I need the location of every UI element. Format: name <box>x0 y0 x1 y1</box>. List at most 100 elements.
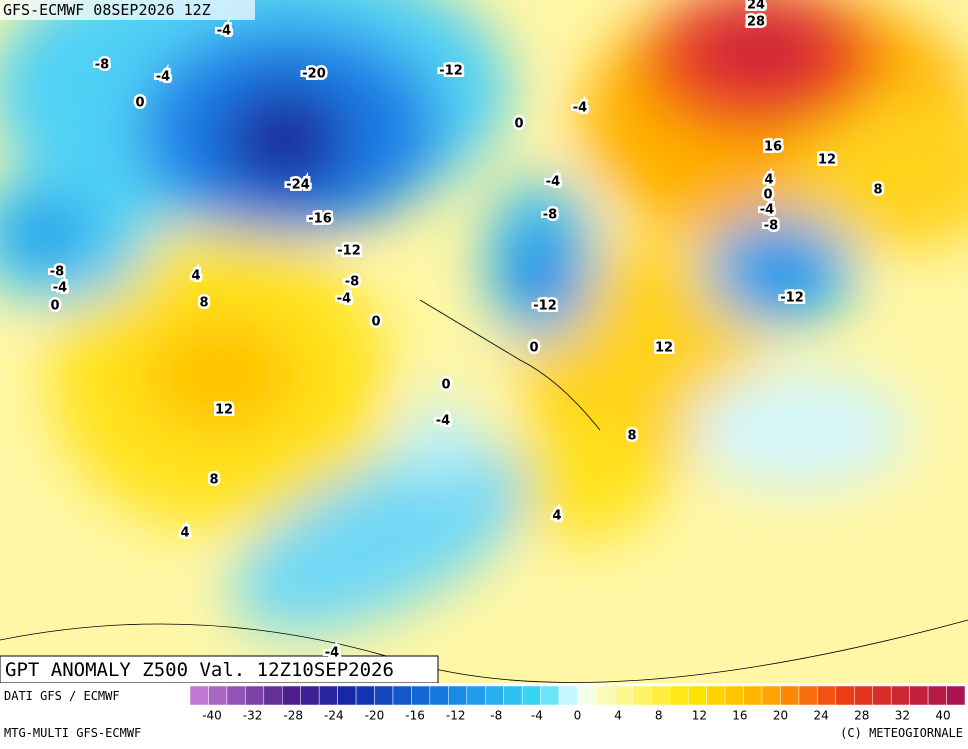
contour-label: -4 <box>156 70 170 85</box>
contour-label: 0 <box>441 378 450 393</box>
colorbar-box <box>724 685 744 706</box>
contour-label: 8 <box>209 473 218 488</box>
colorbar-tick-label: -32 <box>243 709 263 723</box>
contour-label: 8 <box>873 183 882 198</box>
colorbar-box <box>282 685 301 706</box>
colorbar-box <box>300 685 320 706</box>
copyright: (C) METEOGIORNALE <box>840 726 963 740</box>
colorbar-box <box>632 685 652 706</box>
colorbar-tick-label: 40 <box>935 709 950 723</box>
colorbar-tick-label: 32 <box>895 709 910 723</box>
colorbar-box <box>448 685 468 706</box>
contour-label: -12 <box>439 64 463 79</box>
colorbar-box <box>743 685 763 706</box>
colorbar-box <box>374 685 394 706</box>
contour-label: -4 <box>53 281 67 296</box>
contour-label: 8 <box>199 296 208 311</box>
colorbar-box <box>577 685 597 706</box>
contour-label: -8 <box>764 219 778 234</box>
run-box <box>0 0 255 20</box>
coastline <box>419 299 601 431</box>
colorbar-box <box>872 685 892 706</box>
contour-label: -8 <box>543 208 557 223</box>
colorbar-box <box>761 685 781 706</box>
contour-labels: -4-8-40-20 -12-402428161240-4-88-4-8-24-1… <box>47 0 885 663</box>
contour-label: 8 <box>627 429 636 444</box>
contour-label: 28 <box>747 15 765 30</box>
colorbar-box <box>189 685 209 706</box>
contour-label: -4 <box>546 175 560 190</box>
colorbar-box <box>337 685 357 706</box>
run-label: GFS-ECMWF 08SEP2026 12Z <box>3 1 211 19</box>
anomaly-field <box>0 0 968 683</box>
contour-label: 4 <box>191 269 200 284</box>
colorbar-tick-label: 0 <box>574 709 582 723</box>
colorbar-tick-label: -4 <box>531 709 543 723</box>
colorbar-tick-label: 20 <box>773 709 788 723</box>
contour-label: -8 <box>95 58 109 73</box>
contour-label: 0 <box>50 299 59 314</box>
colorbar-tick-label: 8 <box>655 709 663 723</box>
colorbar-box <box>466 685 486 706</box>
contour-label: 24 <box>747 0 765 13</box>
colorbar-box <box>835 685 855 706</box>
colorbar-box <box>263 685 283 706</box>
colorbar-tick-label: 16 <box>732 709 747 723</box>
colorbar: -40 -32 -28 -24 -20 -16 -12 -8 -4 0 4 8 12 16 20 24 28 32… <box>189 685 966 723</box>
contour-label: -8 <box>50 265 64 280</box>
colorbar-tick-label: -20 <box>365 709 385 723</box>
source-label: DATI GFS / ECMWF <box>4 689 120 703</box>
map-title: GPT ANOMALY Z500 Val. 12Z10SEP2026 <box>5 659 394 681</box>
colorbar-box <box>651 685 671 706</box>
contour-label: -4 <box>573 101 587 116</box>
colorbar-box <box>706 685 726 706</box>
colorbar-box <box>411 685 431 706</box>
contour-label: -24 <box>286 178 310 193</box>
colorbar-box <box>484 685 504 706</box>
colorbar-box <box>780 685 800 706</box>
contour-label: -12 <box>337 244 361 259</box>
colorbar-box <box>226 685 246 706</box>
colorbar-box <box>558 685 578 706</box>
colorbar-box <box>318 685 338 706</box>
colorbar-box <box>946 685 966 706</box>
colorbar-tick-label: -8 <box>490 709 502 723</box>
contour-label: 0 <box>371 315 380 330</box>
contour-label: -12 <box>533 299 557 314</box>
colorbar-box <box>909 685 929 706</box>
contour-label: 4 <box>180 526 189 541</box>
colorbar-box <box>595 685 615 706</box>
colorbar-box <box>817 685 837 706</box>
contour-label: 0 <box>135 96 144 111</box>
contour-label: 4 <box>764 173 773 188</box>
contour-label: 12 <box>215 403 233 418</box>
contour-label: 0 <box>763 188 772 203</box>
contour-label: 12 <box>818 153 836 168</box>
contour-label: -8 <box>345 275 359 290</box>
colorbar-box <box>503 685 523 706</box>
colorbar-tick-label: 24 <box>814 709 829 723</box>
colorbar-tick-label: 4 <box>614 709 622 723</box>
contour-label: -4 <box>760 203 774 218</box>
contour-label: 16 <box>764 140 782 155</box>
colorbar-box <box>614 685 634 706</box>
colorbar-box <box>355 685 375 706</box>
contour-label: 4 <box>552 509 561 524</box>
contour-label: 0 <box>529 341 538 356</box>
contour-label: -20 <box>302 67 326 82</box>
colorbar-box <box>540 685 560 706</box>
colorbar-box <box>687 685 707 706</box>
colorbar-box <box>669 685 689 706</box>
contour-label: -12 <box>780 291 804 306</box>
contour-label: -4 <box>337 292 351 307</box>
colorbar-box <box>208 685 228 706</box>
colorbar-box <box>927 685 947 706</box>
colorbar-box <box>521 685 541 706</box>
colorbar-box <box>890 685 910 706</box>
contour-label: -16 <box>308 212 332 227</box>
contour-label: -4 <box>325 646 339 661</box>
contour-label: -4 <box>436 414 450 429</box>
colorbar-box <box>429 685 449 706</box>
